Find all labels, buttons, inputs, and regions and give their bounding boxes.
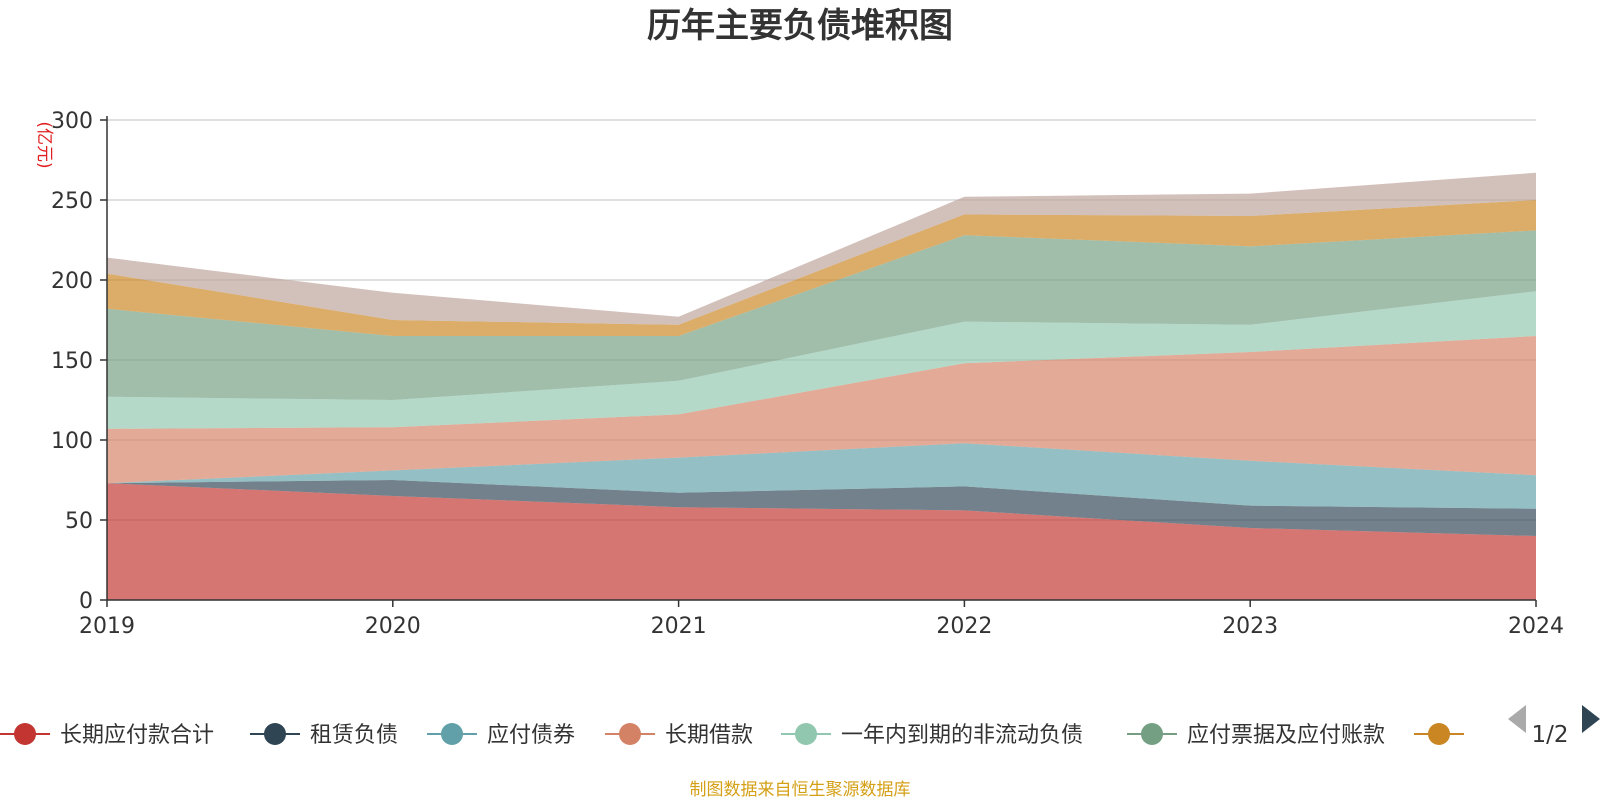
legend-item-3[interactable]: 应付债券 bbox=[427, 723, 575, 748]
area-series-group bbox=[107, 172, 1536, 600]
data-source-note: 制图数据来自恒生聚源数据库 bbox=[690, 780, 911, 800]
legend-marker-icon bbox=[619, 723, 641, 745]
legend-label: 长期应付款合计 bbox=[60, 723, 214, 748]
area-series-4 bbox=[107, 336, 1536, 484]
x-tick-label: 2022 bbox=[936, 614, 992, 639]
area-series-6 bbox=[107, 230, 1536, 400]
legend-page-indicator: 1/2 bbox=[1531, 722, 1568, 748]
x-tick-label: 2020 bbox=[365, 614, 421, 639]
area-series-7 bbox=[107, 200, 1536, 336]
legend-label: 长期借款 bbox=[665, 723, 753, 748]
legend-marker-icon bbox=[1141, 723, 1163, 745]
legend-item-7[interactable] bbox=[1414, 723, 1464, 745]
legend-item-4[interactable]: 长期借款 bbox=[605, 723, 753, 748]
legend-marker-icon bbox=[1428, 723, 1450, 745]
x-axis-tick-labels: 2019 2020 2021 2022 2023 2024 bbox=[79, 614, 1564, 639]
area-series-1 bbox=[107, 483, 1536, 600]
y-tick-label: 250 bbox=[51, 189, 93, 214]
legend-item-2[interactable]: 租赁负债 bbox=[250, 723, 398, 748]
y-axis-tick-labels: 0 50 100 150 200 250 300 bbox=[51, 109, 93, 614]
legend-label: 一年内到期的非流动负债 bbox=[841, 723, 1083, 748]
legend-label: 应付票据及应付账款 bbox=[1187, 723, 1385, 748]
legend-prev-arrow-icon[interactable] bbox=[1508, 705, 1526, 733]
legend-item-5[interactable]: 一年内到期的非流动负债 bbox=[781, 723, 1083, 748]
legend-item-1[interactable]: 长期应付款合计 bbox=[0, 723, 214, 748]
y-tick-label: 200 bbox=[51, 269, 93, 294]
area-series-5 bbox=[107, 291, 1536, 429]
legend-marker-icon bbox=[795, 723, 817, 745]
y-axis-unit-label: (亿元) bbox=[34, 121, 54, 168]
y-tick-label: 0 bbox=[79, 589, 93, 614]
legend-pager: 1/2 bbox=[1508, 705, 1600, 748]
legend-marker-icon bbox=[14, 723, 36, 745]
legend-next-arrow-icon[interactable] bbox=[1582, 705, 1600, 733]
y-tick-label: 100 bbox=[51, 429, 93, 454]
legend-marker-icon bbox=[441, 723, 463, 745]
legend-marker-icon bbox=[264, 723, 286, 745]
legend-label: 租赁负债 bbox=[310, 723, 398, 748]
x-tick-label: 2019 bbox=[79, 614, 135, 639]
chart-title: 历年主要负债堆积图 bbox=[647, 6, 953, 46]
legend: 长期应付款合计 租赁负债 应付债券 长期借款 一年内到期的非流动负债 应付票据及应付账款 bbox=[0, 723, 1464, 748]
y-tick-label: 150 bbox=[51, 349, 93, 374]
area-series-2 bbox=[107, 480, 1536, 536]
x-tick-label: 2021 bbox=[651, 614, 707, 639]
x-tick-label: 2024 bbox=[1508, 614, 1564, 639]
y-tick-label: 50 bbox=[65, 509, 93, 534]
y-tick-label: 300 bbox=[51, 109, 93, 134]
legend-label: 应付债券 bbox=[487, 723, 575, 748]
legend-item-6[interactable]: 应付票据及应付账款 bbox=[1127, 723, 1385, 748]
area-series-8 bbox=[107, 172, 1536, 325]
x-tick-label: 2023 bbox=[1222, 614, 1278, 639]
area-series-3 bbox=[107, 443, 1536, 509]
axes bbox=[100, 116, 1537, 607]
